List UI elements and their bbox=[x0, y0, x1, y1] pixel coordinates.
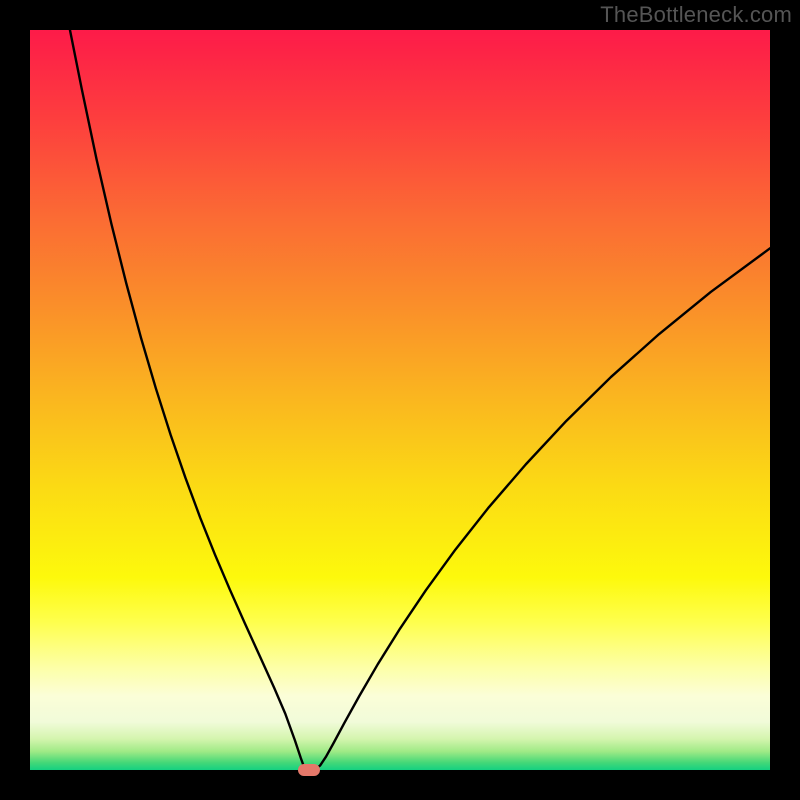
bottleneck-chart bbox=[0, 0, 800, 800]
optimal-marker bbox=[298, 764, 320, 776]
watermark-text: TheBottleneck.com bbox=[600, 2, 792, 28]
plot-background bbox=[30, 30, 770, 770]
